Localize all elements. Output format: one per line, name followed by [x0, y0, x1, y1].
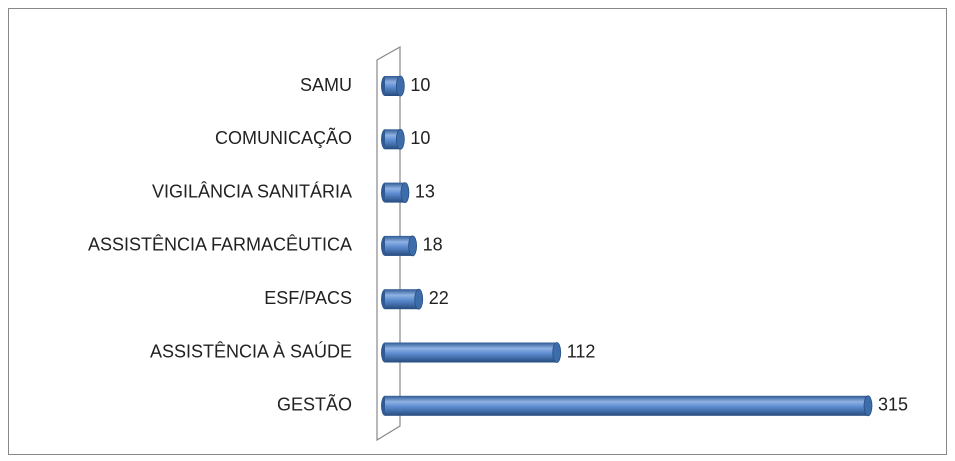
category-label: GESTÃO [277, 394, 352, 415]
value-label: 10 [410, 75, 430, 95]
value-label: 315 [878, 395, 908, 415]
category-label: ESF/PACS [264, 288, 352, 308]
value-label: 10 [410, 128, 430, 148]
bar [381, 128, 405, 150]
value-label: 13 [415, 181, 435, 201]
bar [381, 395, 873, 417]
bar [381, 235, 418, 257]
value-label: 112 [567, 341, 596, 361]
bar [381, 182, 410, 204]
bar [381, 75, 405, 97]
category-label: VIGILÂNCIA SANITÁRIA [152, 181, 352, 201]
category-label: COMUNICAÇÃO [215, 127, 352, 148]
bar [381, 288, 424, 310]
value-label: 18 [423, 235, 443, 255]
chart-frame [8, 8, 947, 455]
category-label: ASSISTÊNCIA À SAÚDE [150, 340, 352, 361]
value-label: 22 [429, 288, 449, 308]
category-label: ASSISTÊNCIA FARMACÊUTICA [88, 235, 352, 255]
category-label: SAMU [300, 75, 352, 95]
bar [381, 342, 562, 363]
